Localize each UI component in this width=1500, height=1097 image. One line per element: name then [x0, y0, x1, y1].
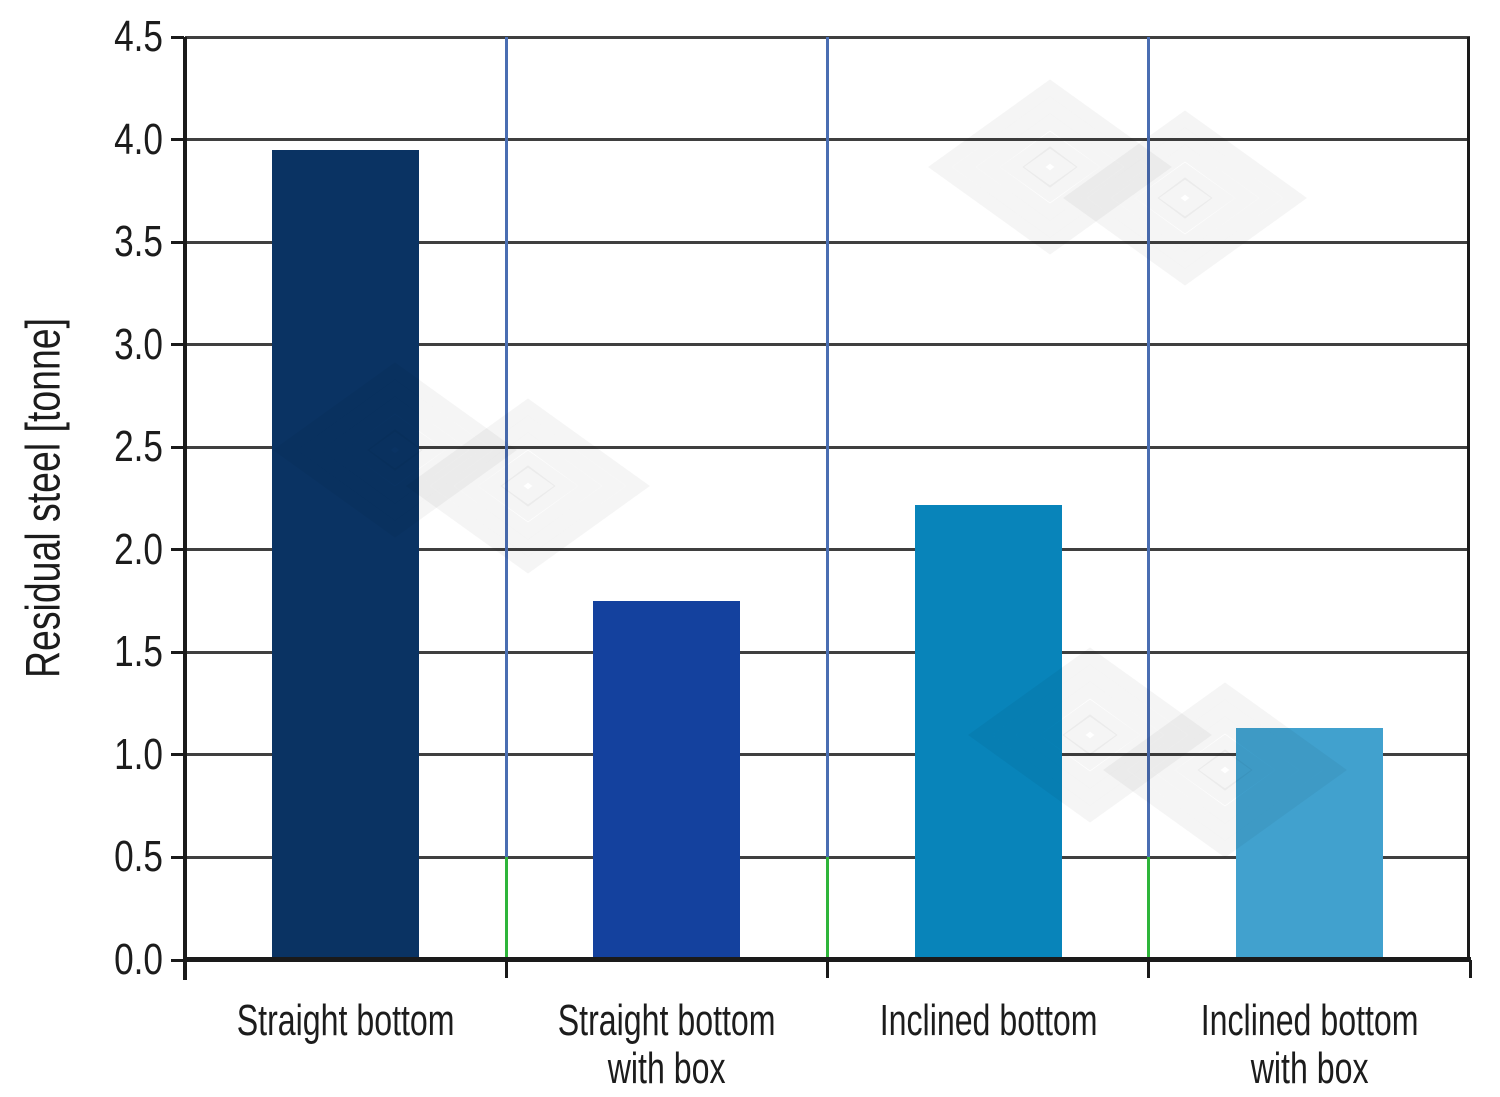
x-category-label-inclined-bottom-with-box: Inclined bottom with box: [1200, 996, 1419, 1094]
v-gridline-lower: [504, 857, 508, 960]
bar-inclined-bottom-with-box: [1235, 728, 1383, 960]
y-tick-label: 4.0: [114, 114, 163, 164]
bars-layer: [185, 37, 1470, 960]
h-gridline: [185, 753, 1470, 757]
v-gridline-lower: [1147, 857, 1151, 960]
y-tick-label: 3.5: [114, 217, 163, 267]
h-gridline: [185, 650, 1470, 654]
v-gridline-upper: [504, 37, 508, 858]
y-tick-label: 1.0: [114, 729, 163, 779]
y-tick-label: 0.5: [114, 832, 163, 882]
h-gridline: [185, 855, 1470, 859]
y-tick-label: 0.0: [114, 935, 163, 984]
h-gridline: [185, 35, 1470, 39]
v-gridline-upper: [826, 37, 829, 858]
x-tick-mark: [1468, 960, 1472, 978]
x-category-label-straight-bottom-with-box: Straight bottom with box: [557, 996, 776, 1094]
x-tick-mark: [1147, 960, 1151, 978]
v-gridline-upper: [1147, 37, 1151, 858]
gridlines-layer: [185, 35, 1470, 960]
h-gridline: [185, 138, 1470, 142]
y-axis-title: Residual steel [tonne]: [17, 317, 71, 679]
h-gridline: [185, 548, 1470, 552]
y-tick-label: 4.5: [114, 12, 163, 61]
h-gridline: [185, 240, 1470, 244]
plot-right-border: [1467, 37, 1470, 960]
x-category-label-inclined-bottom: Inclined bottom: [879, 996, 1098, 1045]
v-gridline-lower: [826, 857, 829, 960]
bar-straight-bottom: [272, 149, 420, 960]
bar-inclined-bottom: [914, 504, 1062, 960]
y-axis-line: [183, 37, 187, 980]
h-gridline: [185, 343, 1470, 347]
x-tick-mark: [504, 960, 508, 978]
h-gridline: [185, 445, 1470, 449]
x-category-label-straight-bottom: Straight bottom: [236, 996, 455, 1045]
x-tick-mark: [826, 960, 829, 978]
x-axis-line: [183, 957, 1471, 962]
bar-straight-bottom-with-box: [593, 601, 741, 960]
plot-area: [185, 35, 1470, 960]
